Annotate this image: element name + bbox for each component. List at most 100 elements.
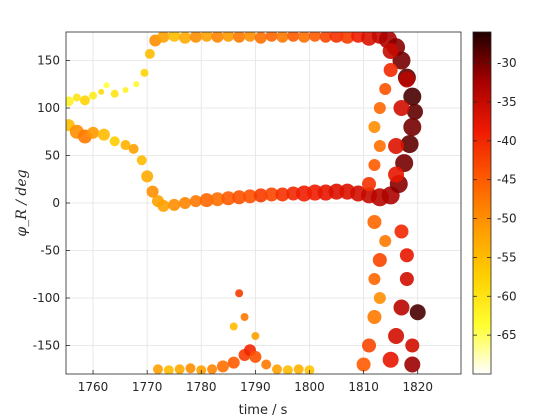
colorbar-tick-label: -35	[497, 95, 517, 109]
x-tick-label: 1820	[402, 380, 433, 394]
scatter-point	[87, 126, 100, 139]
y-tick-label: -100	[33, 291, 60, 305]
colorbar-tick-label: -30	[497, 56, 517, 70]
scatter-point	[367, 310, 382, 324]
scatter-point	[399, 272, 414, 286]
scatter-point	[272, 364, 283, 374]
scatter-point	[379, 235, 392, 247]
scatter-point	[66, 96, 74, 107]
scatter-point	[89, 91, 98, 100]
scatter-point	[404, 356, 421, 373]
scatter-point	[356, 357, 371, 372]
scatter-point	[407, 103, 424, 120]
y-tick-label: 0	[52, 196, 60, 210]
scatter-point	[222, 32, 235, 42]
scatter-point	[200, 32, 213, 42]
scatter-point	[362, 177, 377, 191]
scatter-point	[394, 224, 409, 239]
scatter-point	[163, 365, 174, 374]
x-tick-label: 1790	[240, 380, 271, 394]
scatter-point	[72, 93, 81, 102]
scatter-point	[227, 356, 240, 369]
scatter-point	[275, 187, 290, 202]
y-axis-label: φ_R / deg	[14, 169, 30, 236]
scatter-point	[362, 338, 377, 353]
scatter-point	[140, 68, 149, 77]
scatter-point	[249, 350, 262, 363]
scatter-point	[367, 215, 382, 229]
scatter-point	[254, 32, 267, 44]
data-points	[66, 32, 426, 374]
scatter-point	[399, 248, 414, 263]
colorbar-tick-label: -60	[497, 289, 517, 303]
scatter-point	[400, 135, 419, 154]
scatter-series	[66, 32, 424, 120]
scatter-point	[373, 140, 386, 152]
scatter-point	[264, 187, 279, 202]
colorbar-tick-label: -55	[497, 250, 517, 264]
scatter-series	[66, 118, 422, 212]
scatter-point	[308, 32, 321, 42]
scatter-point	[109, 136, 120, 147]
colorbar-tick-label: -45	[497, 173, 517, 187]
y-tick-label: -150	[33, 339, 60, 353]
scatter-point	[128, 143, 139, 154]
scatter-point	[196, 365, 207, 374]
scatter-point	[144, 48, 155, 59]
scatter-point	[392, 51, 411, 70]
scatter-point	[229, 322, 238, 331]
scatter-point	[388, 138, 405, 154]
scatter-point	[329, 32, 344, 43]
scatter-point	[293, 364, 304, 374]
scatter-point	[265, 32, 278, 42]
scatter-point	[97, 128, 110, 141]
scatter-point	[368, 159, 381, 171]
scatter-point	[211, 32, 224, 43]
scatter-point	[372, 253, 387, 267]
x-tick-label: 1760	[78, 380, 109, 394]
y-tick-label: 50	[45, 149, 60, 163]
scatter-point	[133, 81, 140, 88]
scatter-point	[276, 32, 289, 43]
colorbar-tick-label: -65	[497, 328, 517, 342]
scatter-point	[403, 118, 422, 136]
y-axis: -150 -100 -50 0 50 100 150	[33, 54, 70, 353]
scatter-point	[304, 365, 315, 374]
scatter-point	[210, 192, 225, 207]
x-tick-label: 1770	[132, 380, 163, 394]
scatter-point	[174, 364, 185, 374]
scatter-point	[189, 195, 202, 208]
scatter-point	[240, 313, 249, 321]
scatter-point	[216, 360, 229, 373]
scatter-point	[79, 95, 90, 106]
scatter-point	[393, 299, 410, 316]
scatter-point	[298, 32, 311, 43]
scatter-series	[356, 43, 426, 373]
scatter-point	[382, 43, 399, 59]
scatter-point	[120, 140, 131, 151]
scatter-point	[382, 351, 399, 368]
scatter-point	[110, 89, 119, 98]
scatter-point	[179, 197, 192, 209]
scatter-point	[388, 328, 405, 344]
scatter-point	[136, 155, 147, 166]
scatter-point	[242, 189, 257, 204]
scatter-point	[103, 82, 110, 89]
x-tick-label: 1810	[348, 380, 379, 394]
colorbar-tick-label: -50	[497, 212, 517, 226]
scatter-point	[251, 332, 260, 340]
scatter-point	[122, 86, 129, 93]
scatter-point	[235, 289, 244, 298]
scatter-point	[189, 32, 202, 43]
scatter-point	[287, 32, 300, 42]
scatter-point	[383, 63, 398, 77]
scatter-point	[221, 191, 236, 206]
scatter-point	[168, 32, 181, 42]
scatter-point	[243, 32, 256, 42]
x-tick-label: 1780	[186, 380, 217, 394]
scatter-point	[146, 185, 159, 198]
scatter-series	[152, 289, 315, 374]
scatter-point	[403, 87, 422, 106]
colorbar-ticks: -65 -60 -55 -50 -45 -40 -35 -30	[473, 56, 517, 342]
